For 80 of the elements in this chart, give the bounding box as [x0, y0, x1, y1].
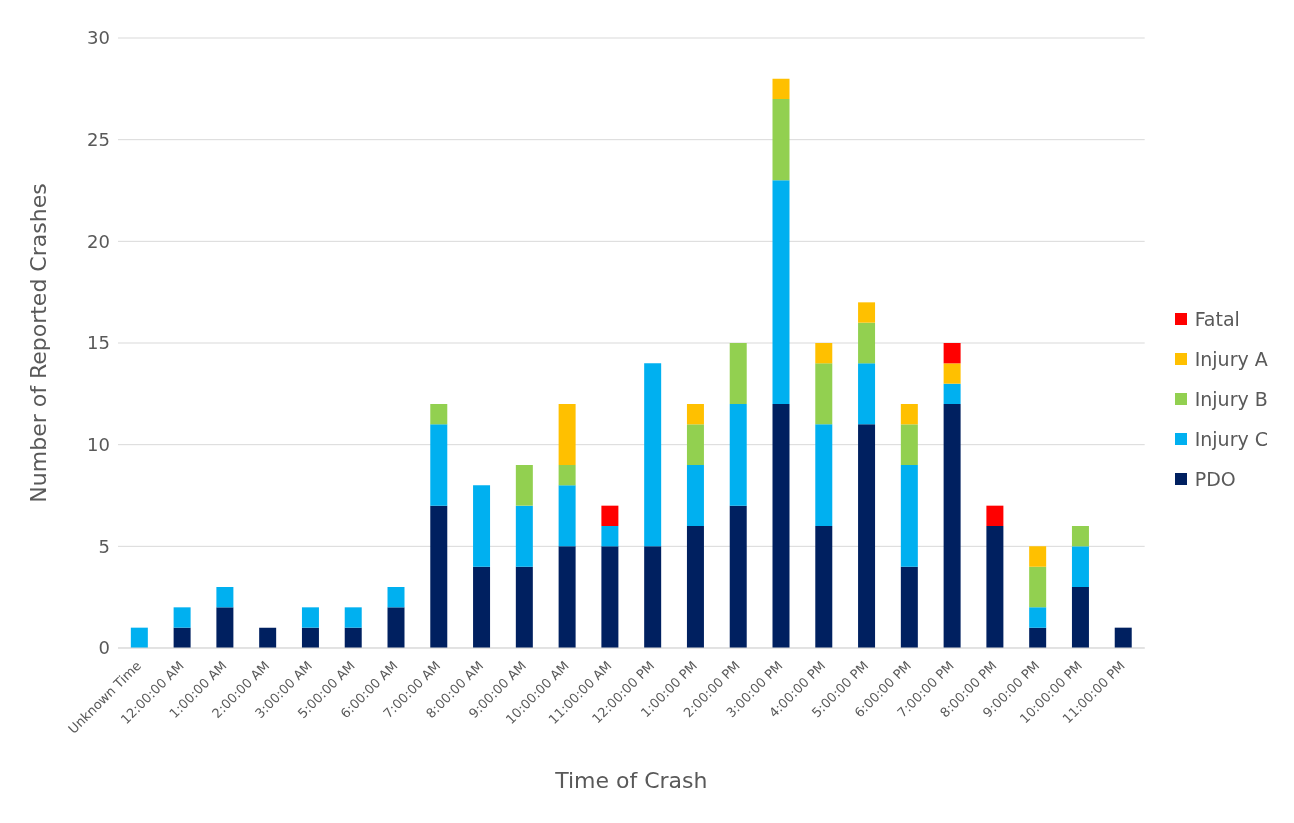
y-tick-label: 0 — [98, 637, 110, 659]
bar — [173, 627, 191, 648]
bar — [558, 404, 576, 465]
bar — [943, 363, 961, 384]
bar — [858, 424, 876, 648]
bar — [387, 607, 405, 648]
bar — [130, 627, 148, 648]
bar — [558, 485, 576, 547]
bar — [644, 363, 662, 547]
bar — [173, 607, 191, 628]
bar — [344, 627, 362, 648]
bar — [686, 404, 704, 425]
bar — [900, 404, 918, 425]
bar — [772, 404, 790, 648]
bar — [900, 424, 918, 465]
bar — [344, 607, 362, 628]
bar — [601, 546, 619, 648]
bar — [601, 526, 619, 547]
bar — [815, 363, 833, 425]
bar — [601, 505, 619, 526]
bar — [430, 424, 448, 506]
bar — [772, 78, 790, 99]
legend-label: Injury C — [1194, 428, 1268, 450]
bar — [815, 526, 833, 648]
bar — [644, 546, 662, 648]
bar — [943, 343, 961, 364]
bar — [430, 505, 448, 648]
bar — [558, 465, 576, 486]
bar — [900, 566, 918, 648]
bar — [301, 607, 319, 628]
legend-label: Injury A — [1194, 348, 1268, 370]
bar — [430, 404, 448, 425]
bar — [1071, 587, 1089, 648]
bar — [986, 505, 1004, 526]
legend-label: Fatal — [1194, 308, 1240, 330]
bar — [259, 627, 277, 648]
y-tick-label: 20 — [87, 230, 110, 252]
bar — [1029, 566, 1047, 608]
bar — [858, 302, 876, 323]
bar — [900, 465, 918, 567]
bar — [686, 424, 704, 465]
bar — [815, 343, 833, 364]
bar — [772, 99, 790, 181]
bar — [1071, 526, 1089, 547]
bar — [216, 607, 234, 648]
y-tick-label: 10 — [87, 434, 110, 456]
bar — [515, 465, 533, 506]
bar — [943, 383, 961, 404]
bar — [1029, 627, 1047, 648]
bar — [1114, 627, 1132, 648]
bar — [301, 627, 319, 648]
bar — [686, 526, 704, 648]
bar — [858, 363, 876, 425]
bar — [772, 180, 790, 404]
bar — [686, 465, 704, 526]
bar — [558, 546, 576, 648]
y-tick-label: 5 — [98, 535, 110, 557]
bar — [815, 424, 833, 526]
y-tick-label: 15 — [87, 332, 110, 354]
bar — [387, 587, 405, 608]
bar — [216, 587, 234, 608]
legend-label: PDO — [1194, 468, 1236, 490]
bar — [943, 404, 961, 648]
bar — [729, 404, 747, 506]
bar — [1071, 546, 1089, 587]
y-tick-label: 30 — [87, 27, 110, 49]
bar — [729, 505, 747, 648]
legend-label: Injury B — [1194, 388, 1268, 410]
bar — [473, 485, 491, 567]
bar — [858, 322, 876, 364]
x-axis-title: Time of Crash — [554, 768, 708, 793]
y-tick-label: 25 — [87, 129, 110, 151]
bar — [986, 526, 1004, 648]
bar — [473, 566, 491, 648]
bar — [1029, 546, 1047, 567]
bar — [729, 343, 747, 404]
y-axis-title: Number of Reported Crashes — [25, 183, 51, 503]
bar — [1029, 607, 1047, 628]
bar — [515, 566, 533, 648]
bar — [515, 505, 533, 567]
